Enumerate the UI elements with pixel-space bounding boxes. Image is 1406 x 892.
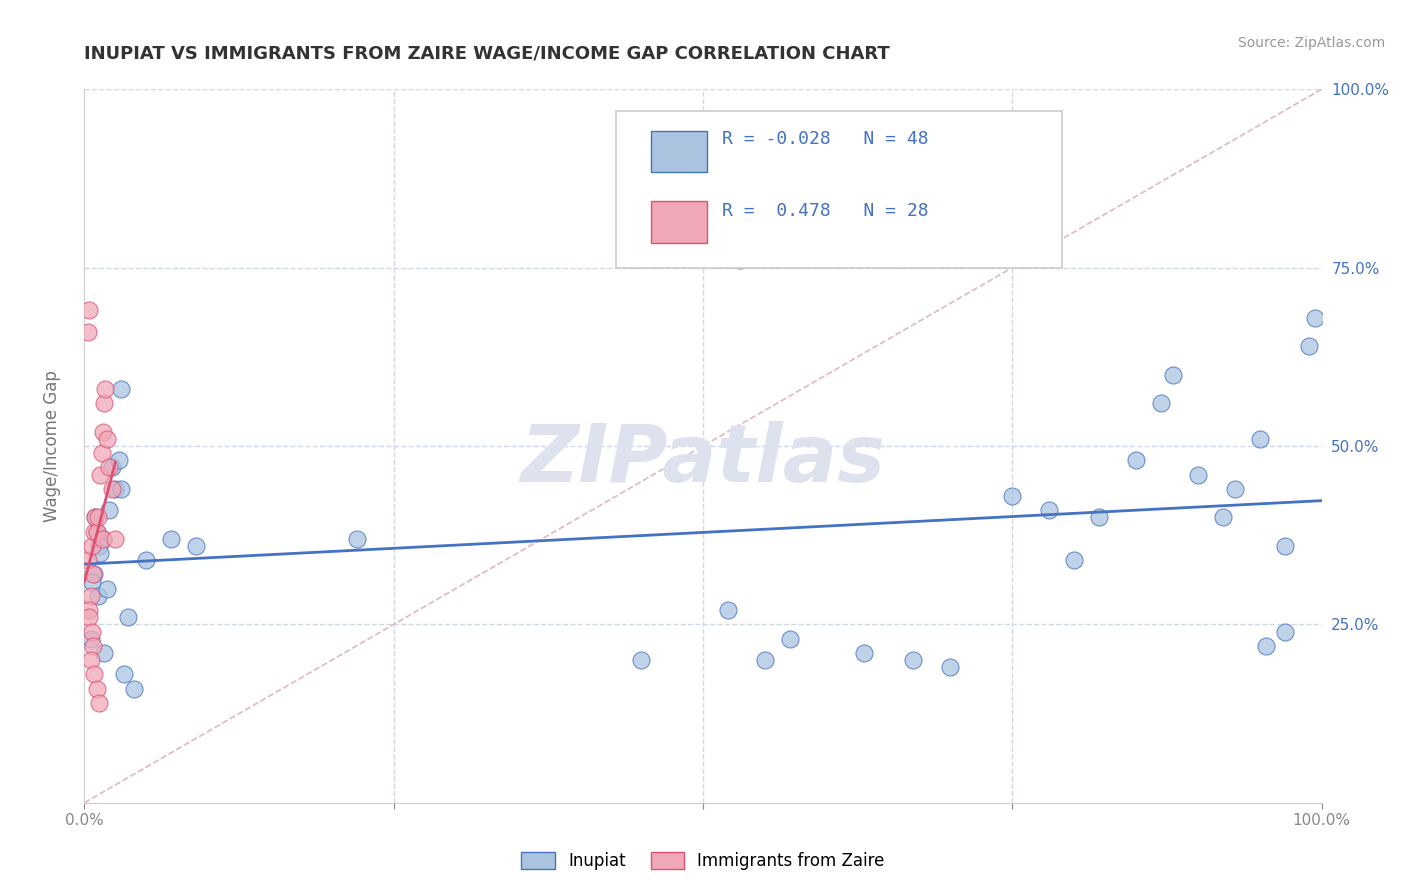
Text: R =  0.478   N = 28: R = 0.478 N = 28 [721,202,928,219]
Text: ZIPatlas: ZIPatlas [520,421,886,500]
Text: INUPIAT VS IMMIGRANTS FROM ZAIRE WAGE/INCOME GAP CORRELATION CHART: INUPIAT VS IMMIGRANTS FROM ZAIRE WAGE/IN… [84,45,890,62]
Point [1001,489,1024,503]
Point [91,532,114,546]
Text: R = -0.028   N = 48: R = -0.028 N = 48 [721,130,928,148]
Point [1223,482,1246,496]
Point [1254,639,1277,653]
Point [89,539,111,553]
Point [96,432,118,446]
Point [79,603,101,617]
Point [80,624,103,639]
Point [79,653,101,667]
Point [90,446,112,460]
Point [184,539,207,553]
Point [903,653,925,667]
Point [94,382,117,396]
Point [87,589,110,603]
Point [1161,368,1184,382]
Point [108,453,131,467]
Point [1125,453,1147,467]
Point [84,510,107,524]
Point [717,603,740,617]
Point [79,610,101,624]
Point [1274,624,1296,639]
Point [346,532,368,546]
Point [93,646,115,660]
Text: Source: ZipAtlas.com: Source: ZipAtlas.com [1237,36,1385,50]
Point [112,667,135,681]
Point [1063,553,1085,567]
Point [77,553,100,567]
Point [89,467,111,482]
Point [1249,432,1271,446]
Point [852,646,875,660]
Point [86,524,108,539]
Point [1298,339,1320,353]
Point [77,325,100,339]
Point [1212,510,1234,524]
FancyBboxPatch shape [651,202,707,243]
Point [91,425,114,439]
Point [160,532,183,546]
Point [93,396,115,410]
Point [96,582,118,596]
Point [122,681,145,696]
Point [91,532,114,546]
Point [98,503,121,517]
Point [1305,310,1327,325]
Point [86,524,108,539]
Point [104,482,127,496]
Point [89,546,111,560]
Point [83,567,105,582]
Point [100,482,122,496]
Point [79,303,101,318]
Point [117,610,139,624]
Point [1187,467,1209,482]
Point [728,253,751,268]
Point [135,553,157,567]
Point [779,632,801,646]
Point [79,632,101,646]
Point [80,574,103,589]
Point [939,660,962,674]
Point [100,460,122,475]
Point [754,653,776,667]
Point [110,382,132,396]
Point [79,589,101,603]
Point [83,667,105,681]
FancyBboxPatch shape [651,130,707,172]
Point [80,539,103,553]
Y-axis label: Wage/Income Gap: Wage/Income Gap [42,370,60,522]
Point [87,510,110,524]
Point [104,532,127,546]
Point [84,510,107,524]
Point [1274,539,1296,553]
Point [98,460,121,475]
Point [86,681,108,696]
Point [630,653,652,667]
Point [89,696,111,710]
Point [1150,396,1173,410]
Point [1038,503,1060,517]
FancyBboxPatch shape [616,111,1062,268]
Point [83,524,105,539]
Point [1088,510,1111,524]
Point [110,482,132,496]
Legend: Inupiat, Immigrants from Zaire: Inupiat, Immigrants from Zaire [515,845,891,877]
Point [82,567,104,582]
Point [82,639,104,653]
